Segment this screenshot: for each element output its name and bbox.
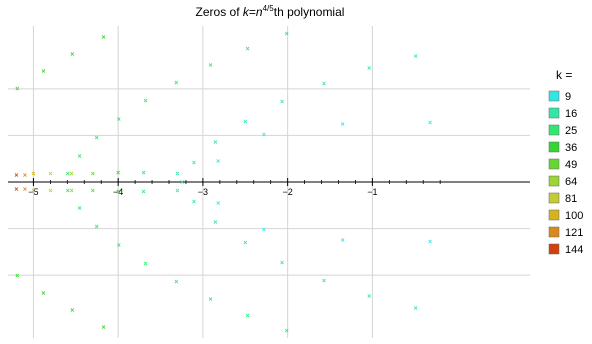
zero-point-k64: × xyxy=(70,171,74,178)
zero-point-k16: × xyxy=(180,180,184,187)
zero-point-k25: × xyxy=(95,224,99,231)
legend-swatch-9 xyxy=(548,90,560,102)
legend-label-121: 121 xyxy=(565,227,583,239)
zero-point-k16: × xyxy=(367,65,371,72)
zero-point-k36: × xyxy=(41,68,45,75)
zero-point-k36: × xyxy=(70,51,74,58)
zero-point-k81: × xyxy=(48,188,52,195)
zero-point-k25: × xyxy=(117,242,121,249)
zero-point-k16: × xyxy=(322,278,326,285)
zero-point-k25: × xyxy=(208,63,212,70)
zero-point-k16: × xyxy=(243,119,247,126)
zero-point-k25: × xyxy=(285,328,289,335)
zero-point-k16: × xyxy=(280,260,284,267)
legend-swatch-25 xyxy=(548,124,560,136)
zero-point-k16: × xyxy=(367,294,371,301)
zero-point-k9: × xyxy=(262,132,266,139)
axes: −5 −4 −3 −2 −1 xyxy=(8,178,530,197)
zero-point-k9: × xyxy=(428,120,432,127)
zero-point-k16: × xyxy=(192,199,196,206)
legend-label-144: 144 xyxy=(565,244,583,256)
zero-point-k100: × xyxy=(31,171,35,178)
x-tick-label-3: −2 xyxy=(283,187,293,197)
legend-swatch-144 xyxy=(548,243,560,255)
legend-label-25: 25 xyxy=(565,125,577,137)
zero-point-k25: × xyxy=(142,189,146,196)
zero-point-k16: × xyxy=(414,53,418,60)
zero-point-k9: × xyxy=(341,238,345,245)
zero-point-k25: × xyxy=(66,188,70,195)
x-tick-label-0: −5 xyxy=(28,187,38,197)
zero-point-k25: × xyxy=(117,117,121,124)
zero-point-k64: × xyxy=(70,188,74,195)
zero-point-k16: × xyxy=(213,220,217,227)
legend-swatch-81 xyxy=(548,192,560,204)
legend-label-36: 36 xyxy=(565,142,577,154)
zero-point-k49: × xyxy=(91,188,95,195)
legend-label-9: 9 xyxy=(565,91,571,103)
x-tick-label-2: −3 xyxy=(198,187,208,197)
zero-point-k25: × xyxy=(245,313,249,320)
legend-label-100: 100 xyxy=(565,210,583,222)
legend-swatch-121 xyxy=(548,226,560,238)
zero-point-k144: × xyxy=(14,173,18,180)
zero-point-k25: × xyxy=(77,153,81,160)
zero-point-k9: × xyxy=(341,121,345,128)
zero-point-k36: × xyxy=(15,273,19,280)
legend: k = 9 16 25 36 49 64 81 100 121 144 xyxy=(548,68,583,256)
zero-point-k25: × xyxy=(174,279,178,286)
zero-point-k25: × xyxy=(95,135,99,142)
x-tick-label-1: −4 xyxy=(113,187,123,197)
zero-point-k16: × xyxy=(243,240,247,247)
zero-point-k16: × xyxy=(192,160,196,167)
zero-point-k25: × xyxy=(174,80,178,87)
legend-swatch-16 xyxy=(548,107,560,119)
x-tick-label-4: −1 xyxy=(367,187,377,197)
legend-title: k = xyxy=(556,68,572,82)
zero-point-k16: × xyxy=(414,306,418,313)
zero-point-k121: × xyxy=(23,173,27,180)
zero-point-k144: × xyxy=(14,186,18,193)
legend-swatch-100 xyxy=(548,209,560,221)
legend-label-49: 49 xyxy=(565,159,577,171)
zero-point-k121: × xyxy=(23,186,27,193)
zero-point-k16: × xyxy=(213,139,217,146)
zero-point-k9: × xyxy=(216,200,220,207)
zero-point-k9: × xyxy=(262,227,266,234)
zero-point-k36: × xyxy=(116,189,120,196)
zero-point-k49: × xyxy=(91,171,95,178)
zero-point-k36: × xyxy=(102,35,106,42)
zero-point-k25: × xyxy=(142,170,146,177)
zero-point-k16: × xyxy=(322,81,326,88)
zero-point-k16: × xyxy=(280,99,284,106)
legend-label-16: 16 xyxy=(565,108,577,120)
legend-swatch-36 xyxy=(548,141,560,153)
zero-point-k25: × xyxy=(245,46,249,53)
zero-point-k36: × xyxy=(15,86,19,93)
zero-point-k25: × xyxy=(208,296,212,303)
zero-point-k36: × xyxy=(102,324,106,331)
data-points: × × × × × × × × × × × × × × × × × × × × × × × × × × × × × × × × × × × × × × × ×… xyxy=(14,31,432,335)
zero-point-k36: × xyxy=(41,291,45,298)
zero-point-k9: × xyxy=(216,159,220,166)
legend-swatch-64 xyxy=(548,175,560,187)
zero-point-k25: × xyxy=(77,206,81,213)
zero-point-k100: × xyxy=(31,188,35,195)
zero-point-k25: × xyxy=(66,171,70,178)
legend-label-81: 81 xyxy=(565,193,577,205)
zero-point-k9: × xyxy=(428,239,432,246)
zero-point-k25: × xyxy=(144,261,148,268)
zero-point-k36: × xyxy=(70,308,74,315)
legend-label-64: 64 xyxy=(565,176,577,188)
legend-swatch-49 xyxy=(548,158,560,170)
zero-point-k81: × xyxy=(48,171,52,178)
zero-point-k25: × xyxy=(285,31,289,38)
chart-title: Zeros of k=n4/5th polynomial xyxy=(196,4,345,19)
zero-point-k25: × xyxy=(144,98,148,105)
zero-point-k16: × xyxy=(175,188,179,195)
zero-point-k36: × xyxy=(116,170,120,177)
zero-point-k16: × xyxy=(175,171,179,178)
